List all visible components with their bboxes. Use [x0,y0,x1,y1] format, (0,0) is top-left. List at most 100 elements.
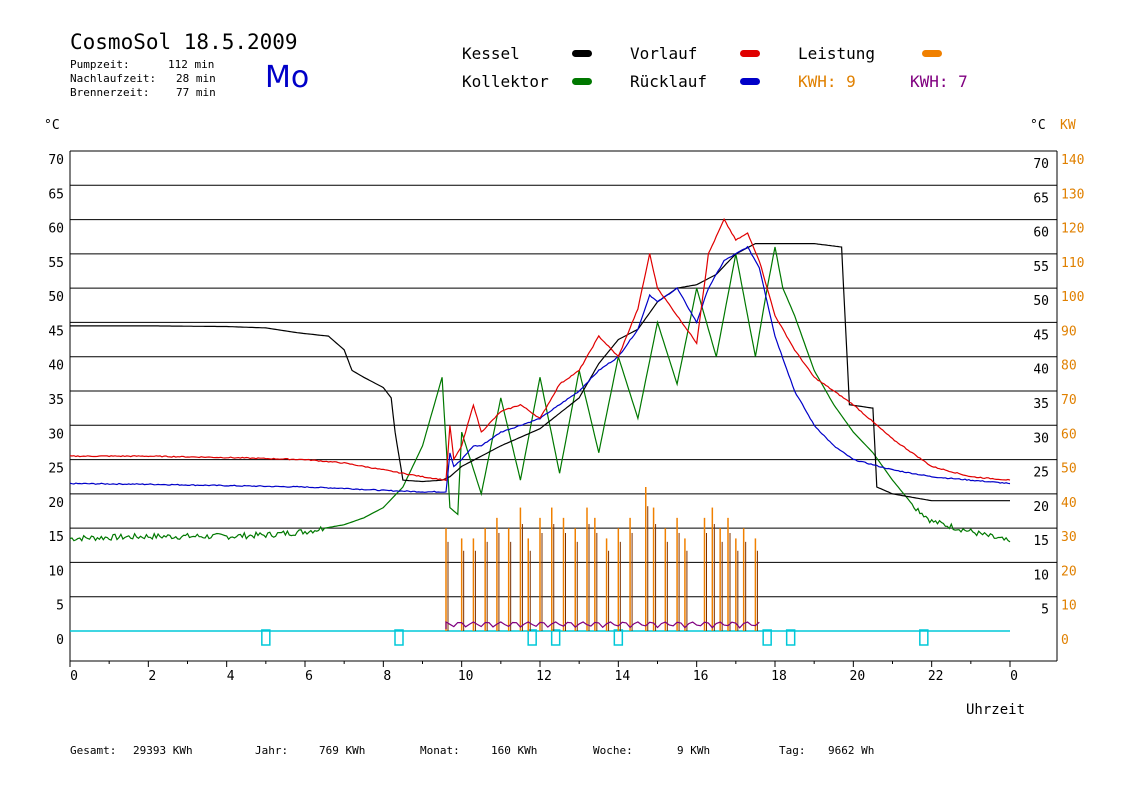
y-tick-label-right-c: 70 [1033,157,1049,172]
x-tick-label: 12 [536,669,552,684]
y-tick-label-right-kw: 50 [1061,462,1077,477]
y-tick-label-right-c: 20 [1033,500,1049,515]
y-tick-label-right-kw: 30 [1061,530,1077,545]
y-tick-label-right-c: 60 [1033,226,1049,241]
y-tick-label-right-c: 65 [1033,191,1049,206]
burner-time-value: 77 min [176,86,216,99]
y-tick-label-left: 30 [48,427,64,442]
y-tick-label-right-kw: 80 [1061,359,1077,374]
y-tick-label-left: 20 [48,496,64,511]
y-tick-label-left: 70 [48,153,64,168]
y-tick-label-left: 45 [48,324,64,339]
series-line-ruecklauf [69,245,1011,493]
y-tick-label-left: 15 [48,530,64,545]
y-tick-label-right-c: 10 [1033,568,1049,583]
legend-kessel-label: Kessel [462,44,520,63]
x-tick-label: 4 [227,669,235,684]
y-tick-label-left: 50 [48,290,64,305]
y-tick-label-right-kw: 40 [1061,496,1077,511]
x-axis-label: Uhrzeit [966,702,1026,718]
x-tick-label: 0 [70,669,78,684]
x-tick-label: 14 [615,669,631,684]
footer-tag-label: Tag: [779,744,806,757]
y-tick-label-right-kw: 130 [1061,187,1084,202]
y-tick-label-left: 0 [56,633,64,648]
y-tick-label-right-kw: 140 [1061,153,1084,168]
x-tick-label: 6 [305,669,313,684]
y-tick-label-left: 25 [48,462,64,477]
weekday-label: Mo [265,60,310,95]
right-axis-unit-c: °C [1030,118,1046,133]
pump-marker [261,629,271,646]
footer-woche-label: Woche: [593,744,633,757]
y-tick-label-left: 10 [48,564,64,579]
legend-kollektor-label: Kollektor [462,72,549,91]
legend-kwh-leistung: KWH: 9 [798,72,856,91]
chart-title: CosmoSol 18.5.2009 [70,30,298,54]
pump-marker [527,629,537,646]
pump-time-label: Pumpzeit: [70,58,130,71]
y-tick-label-right-kw: 120 [1061,222,1084,237]
legend-ruecklauf-swatch [740,78,760,85]
y-tick-label-right-c: 5 [1041,603,1049,618]
x-tick-label: 8 [383,669,391,684]
y-tick-label-right-c: 45 [1033,328,1049,343]
legend-leistung-label: Leistung [798,44,876,63]
legend-kwh-second: KWH: 7 [910,72,968,91]
y-tick-label-right-c: 35 [1033,397,1049,412]
x-tick-label: 22 [928,669,944,684]
footer-monat-label: Monat: [420,744,460,757]
legend-ruecklauf-label: Rücklauf [630,72,708,91]
pump-marker [394,629,404,646]
legend-kessel-swatch [572,50,592,57]
y-tick-label-right-kw: 100 [1061,290,1084,305]
footer-jahr-label: Jahr: [255,744,289,757]
y-tick-label-right-kw: 10 [1061,599,1077,614]
footer-gesamt-value: 29393 KWh [133,744,193,757]
x-tick-label: 0 [1010,669,1018,684]
y-tick-label-left: 5 [56,599,64,614]
y-tick-label-right-kw: 60 [1061,427,1077,442]
y-tick-label-left: 65 [48,187,64,202]
series-line-kessel [70,243,1010,502]
footer-jahr-value: 769 KWh [319,744,366,757]
footer-gesamt-label: Gesamt: [70,744,117,757]
footer-monat-value: 160 KWh [491,744,538,757]
pump-time-value: 112 min [168,58,215,71]
burner-time-label: Brennerzeit: [70,86,150,99]
x-tick-label: 20 [850,669,866,684]
y-tick-label-right-kw: 110 [1061,256,1084,271]
footer-tag-value: 9662 Wh [828,744,875,757]
after-time-value: 28 min [176,72,216,85]
y-tick-label-left: 60 [48,222,64,237]
pump-marker [550,629,561,646]
y-tick-label-left: 40 [48,359,64,374]
y-tick-label-left: 35 [48,393,64,408]
after-time-label: Nachlaufzeit: [70,72,157,85]
y-tick-label-right-c: 15 [1033,534,1049,549]
power-ripple [445,620,760,629]
left-axis-unit: °C [44,118,60,133]
series-line-kollektor [69,246,1011,543]
legend-leistung-swatch [922,50,942,57]
series-line-vorlauf [69,217,1011,482]
legend-vorlauf-swatch [740,50,760,57]
x-tick-label: 10 [458,669,474,684]
y-tick-label-right-c: 50 [1033,294,1049,309]
x-tick-label: 2 [148,669,156,684]
y-tick-label-right-kw: 70 [1061,393,1077,408]
pump-marker [785,629,796,646]
y-tick-label-left: 55 [48,256,64,271]
pump-marker [919,629,929,646]
pump-marker [613,629,624,646]
footer-woche-value: 9 KWh [677,744,711,757]
x-tick-label: 16 [693,669,709,684]
x-tick-label: 18 [771,669,787,684]
y-tick-label-right-kw: 0 [1061,633,1069,648]
legend-vorlauf-label: Vorlauf [630,44,698,63]
y-tick-label-right-c: 55 [1033,260,1049,275]
y-tick-label-right-c: 30 [1033,431,1049,446]
legend-kollektor-swatch [572,78,592,85]
